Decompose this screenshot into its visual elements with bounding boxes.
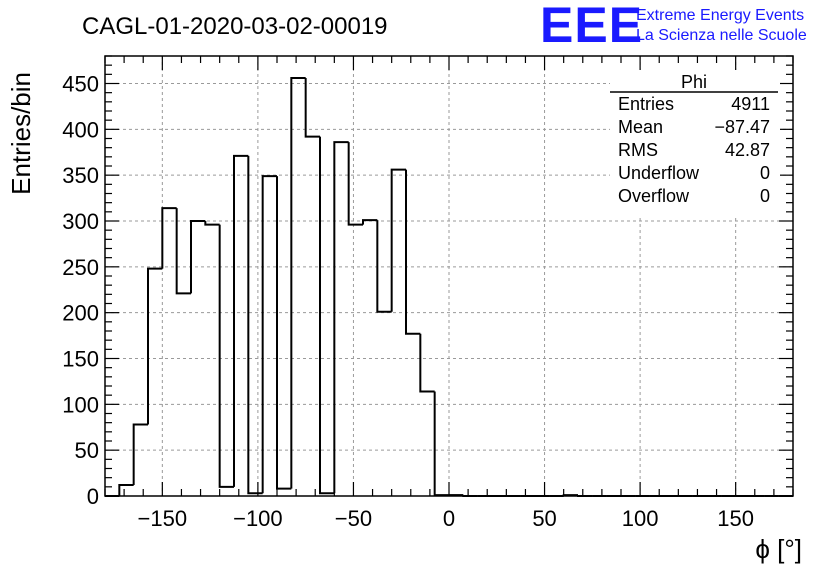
x-tick-label: 100: [622, 506, 659, 531]
stats-value: 0: [760, 186, 770, 206]
histogram-bin: [147, 267, 163, 425]
stats-label: Mean: [618, 117, 663, 137]
y-tick-label: 0: [87, 484, 99, 509]
chart-title: CAGL-01-2020-03-02-00019: [82, 13, 388, 40]
x-tick-label: −100: [233, 506, 283, 531]
histogram-bin: [190, 220, 206, 294]
histogram-bin: [405, 169, 421, 335]
histogram-bin: [347, 142, 363, 226]
stats-box: Phi Entries 4911 Mean −87.47 RMS 42.87 Underfl…: [610, 70, 780, 218]
histogram-bin: [433, 391, 449, 497]
x-tick-label: −50: [335, 506, 372, 531]
logo: EEE Extreme Energy Events La Scienza nel…: [540, 0, 807, 53]
histogram-bin: [261, 175, 277, 494]
histogram-bin: [132, 423, 148, 485]
stats-row: Mean −87.47: [618, 117, 770, 137]
histogram-bin: [333, 141, 349, 494]
x-axis-title: ϕ [°]: [755, 534, 802, 564]
stats-label: RMS: [618, 140, 658, 160]
histogram-bin: [419, 333, 435, 393]
stats-value: 4911: [731, 94, 770, 114]
x-tick-label: 50: [532, 506, 556, 531]
y-tick-label: 450: [62, 72, 99, 97]
histogram-bin: [276, 176, 292, 490]
histogram-bin: [161, 207, 177, 269]
histogram-bin: [247, 155, 263, 495]
y-tick-label: 300: [62, 209, 99, 234]
logo-line1: Extreme Energy Events: [636, 7, 804, 24]
axis-ticks: [104, 55, 794, 497]
y-axis-title: Entries/bin: [6, 72, 36, 195]
histogram-bars: [105, 77, 793, 497]
stats-value: 42.87: [725, 140, 770, 160]
stats-label: Underflow: [618, 163, 700, 183]
y-tick-label: 400: [62, 117, 99, 142]
histogram-bin: [175, 208, 191, 295]
y-tick-label: 200: [62, 301, 99, 326]
histogram-bin: [118, 484, 134, 496]
histogram-bin: [304, 78, 320, 138]
histogram-bin: [390, 168, 406, 312]
y-tick-label: 50: [75, 438, 99, 463]
stats-label: Overflow: [618, 186, 690, 206]
y-tick-label: 250: [62, 255, 99, 280]
x-tick-label: 0: [443, 506, 455, 531]
stats-row: Entries 4911: [618, 94, 770, 114]
stats-title: Phi: [681, 72, 707, 92]
stats-value: 0: [760, 163, 770, 183]
histogram-bin: [319, 136, 335, 495]
x-tick-label: −150: [138, 506, 188, 531]
logo-mark: EEE: [540, 0, 643, 53]
histogram-bin: [233, 154, 249, 487]
stats-label: Entries: [618, 94, 674, 114]
y-tick-label: 100: [62, 392, 99, 417]
histogram-bin: [376, 220, 392, 313]
stats-value: −87.47: [714, 117, 770, 137]
logo-line2: La Scienza nelle Scuole: [636, 27, 807, 44]
stats-row: Underflow 0: [618, 163, 770, 183]
histogram-bin: [218, 224, 234, 488]
y-tick-label: 150: [62, 347, 99, 372]
stats-row: RMS 42.87: [618, 140, 770, 160]
histogram-bin: [362, 219, 378, 225]
x-tick-label: 150: [717, 506, 754, 531]
histogram-bin: [290, 77, 306, 489]
y-tick-label: 350: [62, 163, 99, 188]
stats-row: Overflow 0: [618, 186, 770, 206]
axis-tick-labels: −150 −100 −50 0 50 100 150 0 50 100 150 200 250 300 35…: [62, 72, 754, 532]
histogram-bin: [204, 221, 220, 226]
